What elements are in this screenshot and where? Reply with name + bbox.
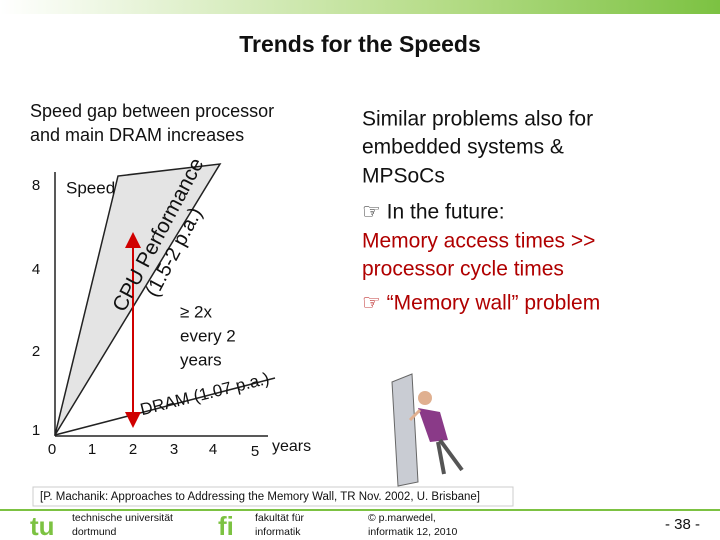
citation: [P. Machanik: Approaches to Addressing t…: [40, 491, 480, 503]
x-label: 5: [251, 443, 259, 460]
citation-box: [32, 486, 514, 507]
right-text: Memory access times >>: [362, 230, 595, 253]
right-text: MPSoCs: [362, 165, 445, 188]
left-text: Speed gap between processor: [30, 101, 274, 121]
footer-text: dortmund: [72, 526, 117, 538]
wall-illustration: [391, 373, 464, 487]
y-label: 8: [32, 177, 40, 194]
right-text: ☞ “Memory wall” problem: [362, 292, 600, 315]
speed-label: Speed: [66, 178, 115, 197]
footer-text: informatik: [255, 526, 301, 538]
gap-label: every 2: [180, 326, 236, 345]
fi-logo: fi: [218, 511, 234, 540]
left-text: and main DRAM increases: [30, 125, 244, 145]
footer-text: fakultät für: [255, 512, 305, 524]
x-label: 0: [48, 441, 56, 458]
y-label: 4: [32, 261, 40, 278]
x-label: 4: [209, 441, 217, 458]
right-text: processor cycle times: [362, 258, 564, 281]
footer-text: technische universität: [72, 512, 173, 524]
slide-title: Trends for the Speeds: [239, 31, 481, 57]
tu-logo: tu: [30, 511, 55, 540]
right-text: embedded systems &: [362, 136, 564, 159]
gap-label: ≥ 2x: [180, 302, 213, 321]
footer-text: informatik 12, 2010: [368, 526, 457, 538]
right-text: ☞ In the future:: [362, 201, 505, 224]
page-number: - 38 -: [665, 516, 700, 533]
right-text-group: Similar problems also for embedded system…: [362, 108, 600, 315]
x-unit: years: [272, 438, 311, 455]
y-label: 2: [32, 343, 40, 360]
x-label: 1: [88, 441, 96, 458]
y-label: 1: [32, 422, 40, 439]
x-label: 2: [129, 441, 137, 458]
top-bar: [0, 0, 720, 14]
right-text: Similar problems also for: [362, 108, 593, 131]
gap-label: years: [180, 350, 222, 369]
x-label: 3: [170, 441, 178, 458]
dram-line: [54, 377, 276, 436]
footer-text: © p.marwedel,: [368, 512, 436, 524]
